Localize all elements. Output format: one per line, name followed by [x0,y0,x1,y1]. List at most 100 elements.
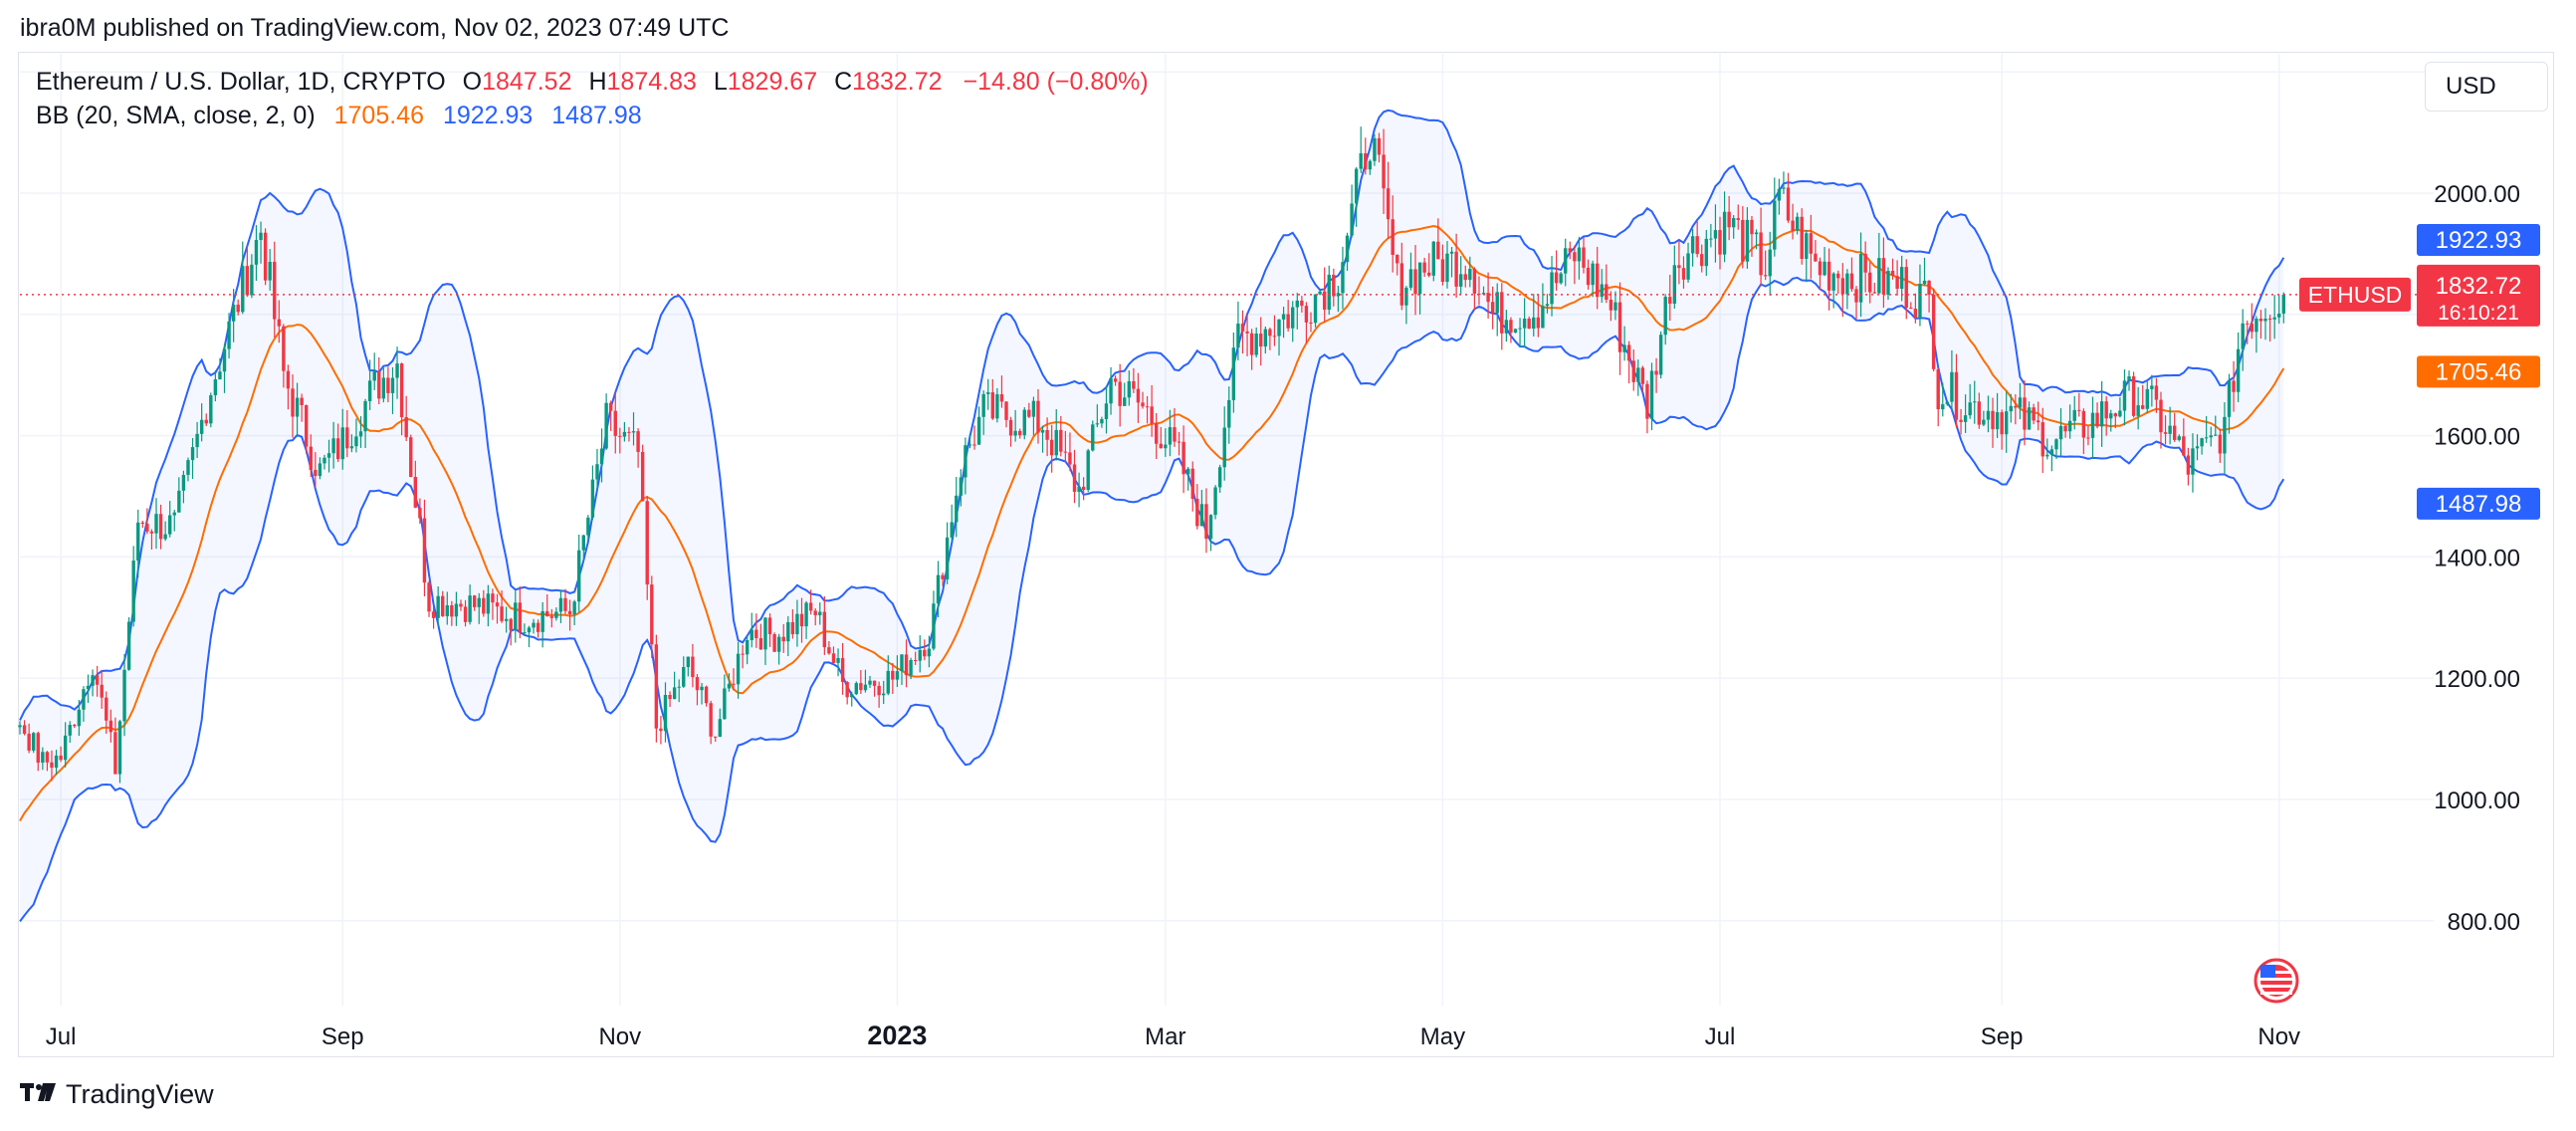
symbol-title[interactable]: Ethereum / U.S. Dollar, 1D, CRYPTO [36,68,446,96]
candle [1509,317,1513,343]
candle [1240,310,1245,354]
candle-body [1054,429,1058,456]
candle-body [718,719,722,737]
candle-body [445,604,449,616]
candle [813,607,817,626]
candle-body [1863,253,1867,273]
candle [932,590,936,651]
candle [1868,262,1872,304]
us-flag-icon[interactable] [2254,958,2299,1004]
candle-body [108,720,113,733]
candle [2218,428,2223,463]
candle-body [2023,397,2027,430]
candle-body [1463,274,1467,281]
candle [840,642,845,695]
candle-body [1168,427,1173,445]
candle [1968,383,1972,419]
candle [367,359,372,410]
candle [86,674,91,704]
candle-body [1858,253,1863,303]
candle-body [1654,370,1658,375]
candle-body [2209,435,2213,438]
candle-body [268,261,272,281]
close-label: C [834,68,853,96]
candle [1609,291,1613,322]
candle-body [709,703,713,737]
low-value: 1829.67 [727,68,818,96]
candle-body [2054,439,2058,450]
candle-body [404,417,408,438]
candle [1863,241,1867,293]
candle [91,669,95,697]
candle [199,403,204,442]
candle [868,675,872,688]
candle-body [1436,241,1440,260]
candle-body [540,610,544,632]
candle [1395,254,1399,276]
candle-body [686,656,691,668]
candle [1695,221,1699,258]
candle [2090,396,2095,459]
candle-body [2072,409,2076,421]
candle [786,615,790,657]
candle [2118,397,2122,418]
candle [2159,391,2163,449]
candle [1831,272,1835,309]
candle [781,623,785,653]
candle [1814,239,1818,263]
candle [1008,416,1013,447]
candle [1613,291,1617,321]
y-tick-label: 1600.00 [2434,424,2520,451]
currency-button[interactable]: USD [2425,62,2548,112]
candle [1164,428,1168,457]
candle [1663,294,1667,345]
candle-body [1732,218,1736,228]
candle [527,625,532,648]
candle-body [1658,335,1663,375]
candle-body [154,514,158,534]
candle [1617,282,1622,375]
candle [399,362,404,436]
candle-body [2272,317,2276,320]
last-price-text: 1832.72 [2436,273,2522,300]
candle-body [1027,409,1031,417]
candle [1649,362,1654,431]
candle-body [1295,300,1299,308]
candle [18,721,22,735]
candle-body [2018,397,2023,408]
candle [845,680,849,705]
candle [2063,424,2067,438]
bb-indicator-label[interactable]: BB (20, SMA, close, 2, 0) [36,102,316,129]
candle [1277,319,1281,356]
candle [2095,402,2099,429]
candle [2099,380,2104,447]
candle [418,498,422,525]
candle [967,433,972,449]
candle [2150,374,2154,407]
candle [1190,461,1194,512]
candle [1417,262,1422,315]
candle [222,343,227,393]
candle-body [1782,187,1786,189]
candle-body [967,444,972,446]
candle-body [63,735,68,761]
candle [1759,207,1763,287]
candle [695,674,700,706]
candle-body [745,639,750,655]
candle [577,534,581,612]
candle-body [1327,274,1331,311]
candle [1304,302,1309,343]
candle [2141,384,2145,410]
candle-body [1468,269,1472,281]
candle [2223,402,2227,474]
candle [1895,260,1899,296]
candle [177,477,181,513]
candle [2281,292,2285,324]
candle-body [2095,412,2099,427]
tradingview-logo[interactable]: TradingView [20,1078,214,1110]
candle [1886,267,1890,301]
candle-body [32,733,36,751]
candle-body [1991,410,1995,430]
candle [736,641,741,699]
